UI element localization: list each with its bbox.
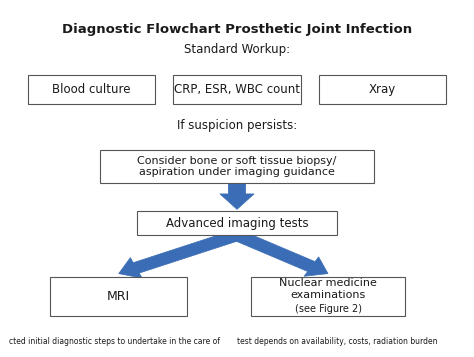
Text: (see Figure 2): (see Figure 2) [294, 304, 362, 314]
Polygon shape [118, 230, 240, 278]
Text: test depends on availability, costs, radiation burden: test depends on availability, costs, rad… [237, 337, 438, 346]
Bar [319, 75, 447, 104]
Text: Xray: Xray [369, 83, 396, 96]
Polygon shape [220, 183, 254, 209]
Text: Blood culture: Blood culture [52, 83, 131, 96]
Text: If suspicion persists:: If suspicion persists: [177, 119, 297, 132]
Bar [100, 150, 374, 183]
Polygon shape [233, 230, 328, 276]
Bar [50, 277, 187, 316]
Bar [137, 211, 337, 235]
Bar [27, 75, 155, 104]
Bar [173, 75, 301, 104]
Text: Diagnostic Flowchart Prosthetic Joint Infection: Diagnostic Flowchart Prosthetic Joint In… [62, 22, 412, 36]
Text: Nuclear medicine
examinations: Nuclear medicine examinations [279, 278, 377, 300]
Text: MRI: MRI [107, 290, 130, 303]
Text: Advanced imaging tests: Advanced imaging tests [166, 217, 308, 230]
Bar [251, 277, 405, 316]
Text: Consider bone or soft tissue biopsy/
aspiration under imaging guidance: Consider bone or soft tissue biopsy/ asp… [137, 156, 337, 177]
Text: Standard Workup:: Standard Workup: [184, 44, 290, 56]
Text: CRP, ESR, WBC count: CRP, ESR, WBC count [174, 83, 300, 96]
Text: cted initial diagnostic steps to undertake in the care of: cted initial diagnostic steps to underta… [9, 337, 220, 346]
